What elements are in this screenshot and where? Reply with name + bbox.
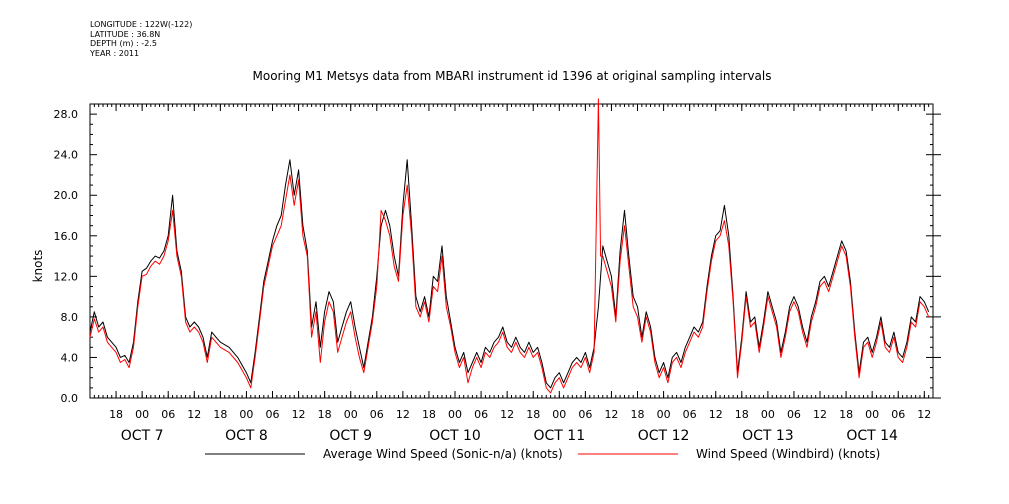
longitude-text: LONGITUDE : 122W(-122) (90, 20, 193, 29)
x-day-label: OCT 14 (846, 428, 898, 444)
x-day-label: OCT 7 (121, 428, 164, 444)
x-tick-label: 18 (109, 408, 123, 421)
chart-title: Mooring M1 Metsys data from MBARI instru… (253, 69, 772, 83)
x-tick-label: 18 (213, 408, 227, 421)
x-tick-label: 12 (813, 408, 827, 421)
y-tick-label: 28.0 (54, 108, 79, 121)
x-tick-label: 00 (657, 408, 671, 421)
y-tick-label: 20.0 (54, 189, 79, 202)
x-tick-label: 00 (865, 408, 879, 421)
series-line-sonic (89, 159, 930, 389)
x-tick-label: 12 (917, 408, 931, 421)
x-tick-label: 18 (526, 408, 540, 421)
x-day-label: OCT 8 (225, 428, 268, 444)
x-tick-label: 06 (578, 408, 592, 421)
x-day-label: OCT 13 (742, 428, 794, 444)
y-tick-label: 12.0 (54, 270, 79, 283)
y-tick-label: 16.0 (54, 230, 79, 243)
metadata-block: LONGITUDE : 122W(-122) LATITUDE : 36.8N … (90, 20, 192, 58)
y-tick-label: 8.0 (61, 311, 79, 324)
x-tick-label: 12 (709, 408, 723, 421)
series-group (89, 98, 930, 394)
x-tick-label: 18 (839, 408, 853, 421)
x-tick-label: 00 (552, 408, 566, 421)
x-tick-label: 06 (161, 408, 175, 421)
x-day-label: OCT 11 (533, 428, 585, 444)
x-day-label: OCT 12 (638, 428, 690, 444)
y-axis-label: knots (31, 250, 45, 283)
x-tick-label: 18 (735, 408, 749, 421)
year-text: YEAR : 2011 (90, 48, 140, 58)
x-tick-label: 18 (631, 408, 645, 421)
x-tick-label: 00 (761, 408, 775, 421)
legend: Average Wind Speed (Sonic-n/a) (knots) Wi… (205, 447, 880, 461)
latitude-text: LATITUDE : 36.8N (90, 29, 161, 39)
series-line-windbird (89, 98, 930, 394)
x-tick-label: 00 (344, 408, 358, 421)
x-tick-label: 06 (370, 408, 384, 421)
x-tick-label: 00 (448, 408, 462, 421)
y-tick-label: 0.0 (61, 392, 79, 405)
x-tick-label: 12 (396, 408, 410, 421)
x-tick-label: 06 (266, 408, 280, 421)
axes-group: 18 00 06 12 18 00 06 12 18 00 06 12 18 00 06 12 18 00 06 12… (54, 103, 941, 444)
legend-label: Wind Speed (Windbird) (knots) (696, 447, 880, 461)
y-tick-label: 4.0 (61, 351, 79, 364)
plot-frame (89, 103, 934, 399)
x-tick-label: 18 (422, 408, 436, 421)
x-tick-label: 12 (604, 408, 618, 421)
x-tick-label: 12 (187, 408, 201, 421)
x-day-label: OCT 9 (329, 428, 372, 444)
y-tick-label: 24.0 (54, 149, 79, 162)
depth-text: DEPTH (m) : -2.5 (90, 39, 157, 48)
x-tick-label: 06 (891, 408, 905, 421)
x-tick-label: 06 (683, 408, 697, 421)
x-tick-label: 06 (787, 408, 801, 421)
x-tick-label: 00 (239, 408, 253, 421)
x-tick-label: 06 (474, 408, 488, 421)
x-tick-label: 12 (292, 408, 306, 421)
x-tick-label: 18 (318, 408, 332, 421)
x-tick-label: 00 (135, 408, 149, 421)
x-day-label: OCT 10 (429, 428, 481, 444)
legend-label: Average Wind Speed (Sonic-n/a) (knots) (323, 447, 563, 461)
x-tick-label: 12 (500, 408, 514, 421)
